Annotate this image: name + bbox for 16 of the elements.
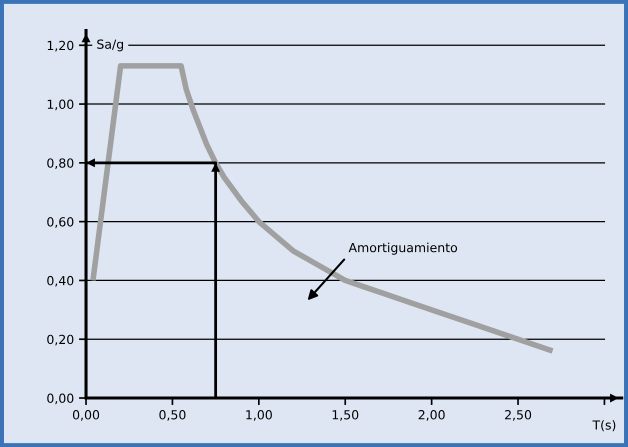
x-tick-label: 0,00: [72, 410, 100, 421]
x-tick-label: 2,00: [418, 410, 445, 421]
x-tick-label: 2,50: [505, 410, 532, 421]
y-axis-title: Sa/g: [97, 39, 124, 52]
y-tick-label: 1,00: [48, 100, 74, 110]
y-tick-label: 0,20: [47, 334, 74, 346]
x-tick-label: 1,00: [246, 410, 272, 421]
y-tick-label: 0,00: [47, 393, 74, 404]
y-tick-label: 0,40: [47, 276, 74, 287]
y-tick-label: 0,60: [47, 217, 74, 228]
x-tick-label: 1,50: [332, 410, 358, 421]
y-tick-label: 1,20: [48, 40, 74, 52]
annotation: Amortiguamiento: [348, 242, 458, 255]
x-axis-title: T(s): [592, 420, 616, 432]
y-tick-label: 0,80: [47, 158, 74, 170]
x-tick-label: 0,50: [159, 410, 186, 421]
